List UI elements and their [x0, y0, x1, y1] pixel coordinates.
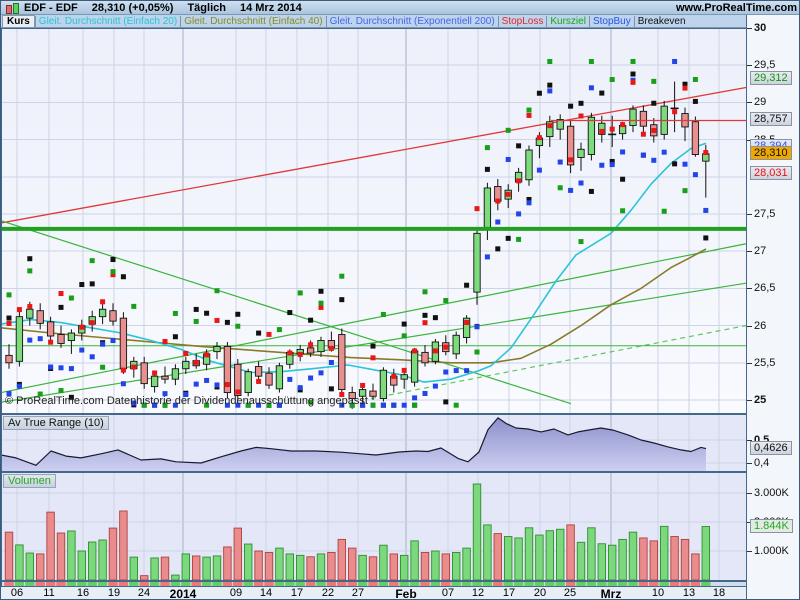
legend-item-gleit-durchschnitt-exponentiell-200-[interactable]: Gleit. Durchschnitt (Exponentiell 200) — [329, 15, 495, 27]
price-tag-28-031: 28,031 — [750, 166, 792, 181]
axis-tick-label: 0,4 — [754, 457, 770, 469]
volume-label[interactable]: Volumen — [3, 474, 56, 488]
time-label-24: 24 — [137, 587, 151, 599]
legend-separator — [546, 15, 548, 27]
legend-separator — [325, 15, 327, 27]
candle-color-strip — [1, 581, 747, 587]
last-price: 28,310 (+0,05%) — [91, 1, 174, 14]
axis-tick-label: 25,5 — [754, 356, 776, 369]
time-label-11: 11 — [43, 587, 55, 599]
axis-tick — [747, 440, 752, 441]
axis-tick — [747, 325, 752, 327]
time-label-27: 27 — [351, 587, 365, 599]
time-label-16: 16 — [76, 587, 90, 599]
axis-tick-label: 27,5 — [754, 208, 776, 220]
time-label-17: 17 — [290, 587, 304, 599]
axis-tick — [747, 214, 752, 215]
time-label-20: 20 — [533, 587, 547, 599]
price-tag-29-312: 29,312 — [750, 71, 792, 86]
prorealtime-link[interactable]: www.ProRealTime.com — [675, 1, 797, 14]
price-tag-28-757: 28,757 — [750, 112, 792, 127]
date-label: 14 Mrz 2014 — [239, 1, 302, 14]
axis-tick — [747, 493, 752, 494]
axis-tick — [747, 65, 752, 67]
axis-tick-label: 27 — [754, 245, 767, 258]
copyright-note: © ProRealTime.com Datenhistorie der Divi… — [5, 395, 368, 407]
axis-tick — [747, 522, 752, 523]
legend-item-stoploss[interactable]: StopLoss — [501, 15, 544, 27]
indicator-legend: Kurs Gleit. Durchschnitt (Einfach 20) Glei… — [1, 15, 747, 28]
time-label-14: 14 — [259, 587, 273, 599]
legend-item-stopbuy[interactable]: StopBuy — [592, 15, 631, 27]
axis-tick — [747, 28, 752, 29]
title-bar: EDF - EDF 28,310 (+0,05%) Täglich 14 Mrz… — [1, 1, 799, 16]
time-label-2014: 2014 — [169, 587, 197, 600]
axis-tick — [747, 139, 752, 141]
volume-value-tag: 1.844K — [750, 518, 793, 533]
atr-label[interactable]: Av True Range (10) — [3, 416, 109, 430]
candlestick-icon — [4, 1, 20, 16]
axis-tick-label: 29,5 — [754, 59, 776, 72]
time-label-mrz: Mrz — [600, 587, 622, 600]
legend-separator — [34, 15, 36, 27]
price-axis[interactable]: 3029,52928,527,52726,52625,5250,50,43.00… — [747, 15, 799, 599]
time-label-06: 06 — [10, 587, 24, 599]
time-label-18: 18 — [712, 587, 726, 599]
axis-tick-label: 29 — [754, 96, 767, 109]
time-label-feb: Feb — [395, 587, 417, 600]
time-label-25: 25 — [563, 587, 577, 599]
axis-tick — [747, 551, 752, 552]
time-axis[interactable]: 06 11 16 19 24 2014 09 14 17 22 27 Feb 07 12 17 20 25 Mrz… — [1, 587, 747, 600]
time-label-19: 19 — [107, 587, 121, 599]
axis-tick-label: 25 — [754, 394, 767, 406]
legend-separator — [633, 15, 635, 27]
instrument-name: EDF - EDF — [24, 1, 78, 14]
atr-panel[interactable] — [1, 414, 747, 472]
price-chart-panel[interactable] — [1, 28, 747, 414]
timeframe-label[interactable]: Täglich — [187, 1, 226, 14]
axis-tick — [747, 400, 752, 401]
axis-tick-label: 26 — [754, 319, 767, 332]
time-label-12: 12 — [471, 587, 485, 599]
axis-tick-label: 1.000K — [754, 545, 789, 557]
legend-separator — [180, 15, 182, 27]
axis-tick — [747, 288, 752, 290]
legend-separator — [497, 15, 499, 27]
legend-item-kursziel[interactable]: Kursziel — [550, 15, 586, 27]
axis-tick — [747, 102, 752, 104]
price-tag-28-310: 28,310 — [750, 145, 792, 160]
volume-panel[interactable] — [1, 472, 747, 581]
axis-tick — [747, 362, 752, 364]
axis-tick-label: 3.000K — [754, 487, 789, 499]
legend-item-breakeven[interactable]: Breakeven — [637, 15, 686, 27]
time-label-10: 10 — [651, 587, 665, 599]
time-label-17: 17 — [502, 587, 516, 599]
legend-item-gleit-durchschnitt-einfach-40-[interactable]: Gleit. Durchschnitt (Einfach 40) — [184, 15, 323, 27]
time-label-07: 07 — [441, 587, 455, 599]
axis-tick — [747, 463, 752, 464]
legend-item-kurs[interactable]: Kurs — [2, 15, 35, 27]
time-label-22: 22 — [321, 587, 335, 599]
axis-tick-label: 26,5 — [754, 282, 776, 295]
axis-tick-label: 30 — [754, 22, 767, 34]
legend-item-gleit-durchschnitt-einfach-20-[interactable]: Gleit. Durchschnitt (Einfach 20) — [38, 15, 178, 27]
legend-separator — [588, 15, 590, 27]
time-label-13: 13 — [682, 587, 696, 599]
time-label-09: 09 — [229, 587, 243, 599]
atr-value-tag: 0,4626 — [750, 440, 792, 455]
axis-tick — [747, 251, 752, 253]
